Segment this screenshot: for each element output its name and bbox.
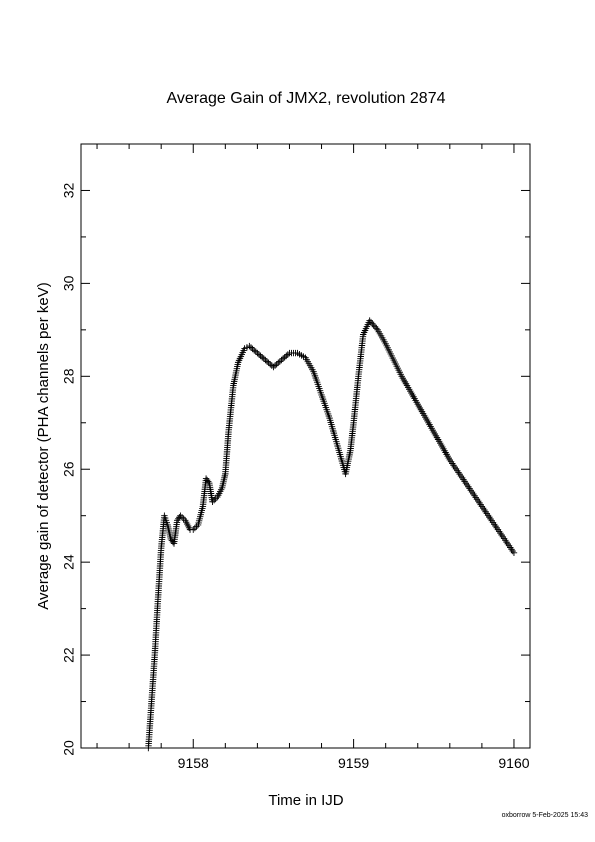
data-point: [270, 363, 277, 371]
data-point: [267, 361, 274, 368]
data-point: [169, 538, 177, 546]
data-point: [190, 526, 197, 533]
x-tick-label: 9159: [338, 755, 369, 771]
data-point: [276, 358, 284, 365]
data-point: [279, 355, 287, 362]
data-point: [247, 344, 255, 351]
data-point: [252, 348, 259, 355]
chart-title: Average Gain of JMX2, revolution 2874: [167, 90, 446, 107]
data-point: [250, 347, 258, 354]
data-point: [283, 352, 290, 360]
data-point: [265, 359, 272, 367]
data-point: [212, 495, 219, 502]
x-tick-label: 9160: [498, 755, 529, 771]
footer-credit: oxborrow 5-Feb-2025 15:43: [502, 812, 588, 819]
data-point: [209, 498, 216, 505]
x-axis-label: Time in IJD: [268, 792, 343, 809]
data-point: [205, 478, 212, 485]
data-point: [373, 325, 380, 332]
data-point: [178, 514, 186, 521]
data-point: [278, 356, 285, 364]
data-point: [254, 349, 261, 357]
x-tick-label: 9158: [178, 755, 209, 771]
data-point: [249, 345, 256, 353]
data-point: [257, 352, 264, 360]
data-point: [367, 318, 375, 326]
y-tick-label: 32: [61, 182, 77, 198]
y-axis-label: Average gain of detector (PHA channels p…: [35, 282, 52, 609]
y-tick-label: 30: [61, 275, 77, 291]
axis-ticks: [81, 143, 530, 749]
plot-frame: [80, 143, 531, 749]
data-point: [284, 351, 292, 358]
data-point: [510, 549, 518, 557]
data-point: [281, 354, 288, 361]
data-point: [180, 515, 187, 522]
tick-labels: 20 22 24 26 28 30 32 9158 9159 9160: [61, 182, 530, 771]
data-point: [191, 524, 199, 532]
data-point: [275, 359, 282, 367]
data-point: [271, 362, 279, 369]
data-point: [177, 512, 184, 519]
data-point: [210, 497, 218, 504]
data-point: [263, 358, 271, 365]
data-points: [145, 317, 518, 752]
data-point: [262, 356, 269, 364]
y-tick-label: 24: [61, 554, 77, 570]
data-point: [369, 320, 376, 327]
data-point: [246, 342, 253, 350]
data-point: [193, 523, 200, 530]
y-tick-label: 26: [61, 461, 77, 477]
data-point: [366, 317, 373, 324]
data-point: [273, 361, 280, 368]
data-point: [260, 355, 268, 362]
data-point: [371, 323, 379, 330]
y-tick-label: 28: [61, 368, 77, 384]
y-tick-label: 20: [61, 740, 77, 756]
y-tick-label: 22: [61, 647, 77, 663]
data-point: [370, 322, 377, 329]
data-point: [255, 351, 263, 358]
data-point: [259, 354, 266, 361]
